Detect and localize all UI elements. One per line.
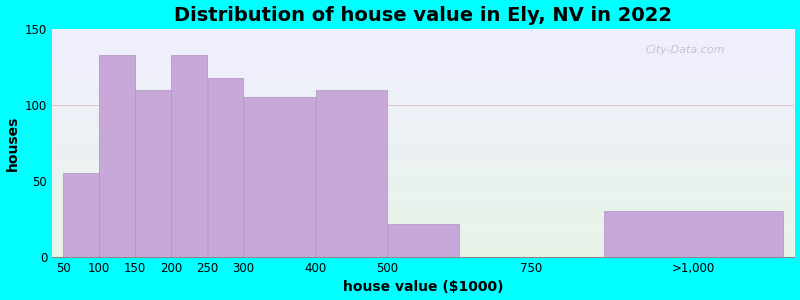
Bar — [388, 224, 459, 257]
Y-axis label: houses: houses — [6, 115, 19, 171]
Title: Distribution of house value in Ely, NV in 2022: Distribution of house value in Ely, NV i… — [174, 6, 672, 25]
Text: City-Data.com: City-Data.com — [646, 45, 726, 55]
X-axis label: house value ($1000): house value ($1000) — [343, 280, 503, 294]
Bar — [171, 55, 206, 257]
Bar — [135, 90, 170, 257]
Bar — [99, 55, 134, 257]
Bar — [63, 173, 98, 257]
Bar — [316, 90, 387, 257]
Bar — [604, 212, 783, 257]
Bar — [207, 78, 243, 257]
Bar — [243, 97, 315, 257]
